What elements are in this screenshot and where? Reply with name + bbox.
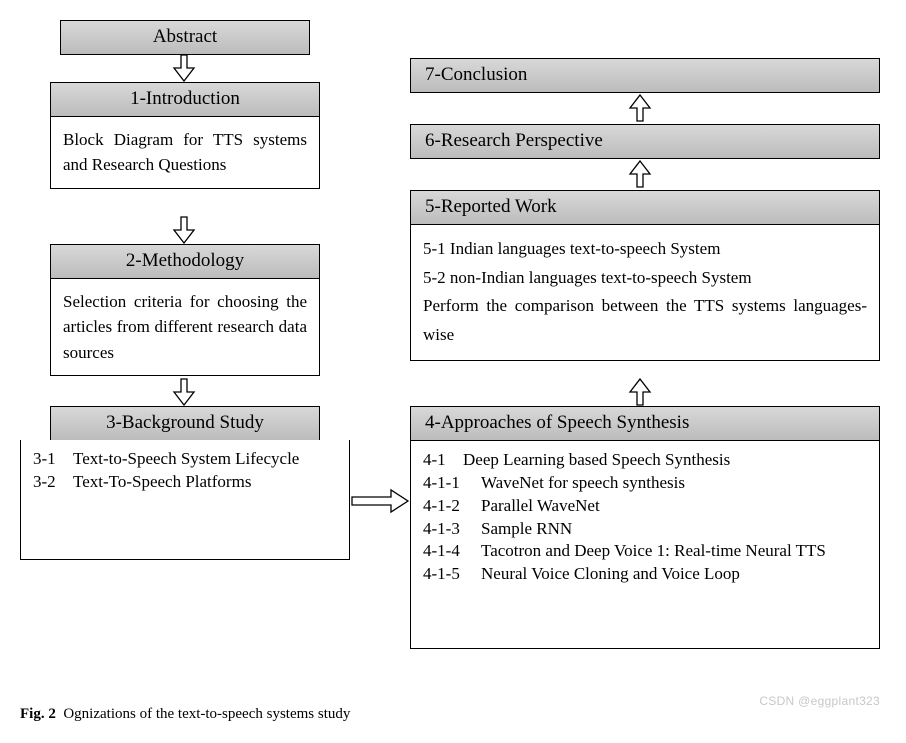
node-reported-title: 5-Reported Work — [425, 196, 557, 217]
node-abstract: Abstract — [60, 20, 310, 55]
approaches-item-5-num: 4-1-5 — [423, 563, 481, 586]
node-reported-header: 5-Reported Work — [410, 190, 880, 225]
approaches-item-3-text: Sample RNN — [481, 518, 867, 541]
arrow-up-icon — [628, 94, 652, 122]
approaches-item-0: 4-1 Deep Learning based Speech Synthesis — [423, 449, 867, 472]
node-background-body: 3-1 Text-to-Speech System Lifecycle 3-2 … — [20, 440, 350, 560]
approaches-item-2: 4-1-2 Parallel WaveNet — [423, 495, 867, 518]
approaches-item-0-text: Deep Learning based Speech Synthesis — [463, 449, 867, 472]
approaches-item-3-num: 4-1-3 — [423, 518, 481, 541]
reported-line-2: Perform the comparison between the TTS s… — [423, 292, 867, 350]
reported-line-1: 5-2 non-Indian languages text-to-speech … — [423, 264, 867, 293]
node-methodology-text: Selection criteria for choosing the arti… — [63, 292, 307, 362]
node-reported-body: 5-1 Indian languages text-to-speech Syst… — [410, 225, 880, 362]
node-conclusion-title: 7-Conclusion — [425, 64, 527, 85]
approaches-item-3: 4-1-3 Sample RNN — [423, 518, 867, 541]
node-abstract-title: Abstract — [153, 26, 217, 47]
watermark-text: CSDN @eggplant323 — [759, 694, 880, 708]
node-introduction-header: 1-Introduction — [50, 82, 320, 117]
node-methodology-header: 2-Methodology — [50, 244, 320, 279]
node-background-title: 3-Background Study — [106, 412, 264, 433]
approaches-item-2-num: 4-1-2 — [423, 495, 481, 518]
approaches-item-1: 4-1-1 WaveNet for speech synthesis — [423, 472, 867, 495]
approaches-item-5: 4-1-5 Neural Voice Cloning and Voice Loo… — [423, 563, 867, 586]
approaches-item-4-text: Tacotron and Deep Voice 1: Real-time Neu… — [481, 540, 867, 563]
node-approaches-body: 4-1 Deep Learning based Speech Synthesis… — [410, 441, 880, 649]
flowchart-diagram: Abstract 1-Introduction Block Diagram fo… — [20, 20, 886, 700]
node-introduction: 1-Introduction Block Diagram for TTS sys… — [50, 82, 320, 189]
background-item-0-text: Text-to-Speech System Lifecycle — [73, 448, 337, 471]
approaches-item-5-text: Neural Voice Cloning and Voice Loop — [481, 563, 867, 586]
node-introduction-body: Block Diagram for TTS systems and Resear… — [50, 117, 320, 189]
background-item-1-text: Text-To-Speech Platforms — [73, 471, 337, 494]
node-methodology-body: Selection criteria for choosing the arti… — [50, 279, 320, 377]
approaches-item-2-text: Parallel WaveNet — [481, 495, 867, 518]
arrow-up-icon — [628, 378, 652, 406]
background-item-0-num: 3-1 — [33, 448, 73, 471]
node-reported: 5-Reported Work 5-1 Indian languages tex… — [410, 190, 880, 361]
node-background-header: 3-Background Study — [50, 406, 320, 441]
figure-caption: Fig. 2 Ognizations of the text-to-speech… — [20, 706, 886, 723]
arrow-down-icon — [172, 54, 196, 82]
arrow-down-icon — [172, 378, 196, 406]
approaches-item-1-text: WaveNet for speech synthesis — [481, 472, 867, 495]
arrow-right-icon — [351, 488, 409, 514]
reported-line-0: 5-1 Indian languages text-to-speech Syst… — [423, 235, 867, 264]
background-item-1-num: 3-2 — [33, 471, 73, 494]
node-approaches-title: 4-Approaches of Speech Synthesis — [425, 412, 689, 433]
node-approaches: 4-Approaches of Speech Synthesis 4-1 Dee… — [410, 406, 880, 649]
approaches-item-4: 4-1-4 Tacotron and Deep Voice 1: Real-ti… — [423, 540, 867, 563]
approaches-item-1-num: 4-1-1 — [423, 472, 481, 495]
node-introduction-text: Block Diagram for TTS systems and Resear… — [63, 130, 307, 175]
node-conclusion: 7-Conclusion — [410, 58, 880, 93]
node-perspective: 6-Research Perspective — [410, 124, 880, 159]
node-methodology: 2-Methodology Selection criteria for cho… — [50, 244, 320, 376]
node-perspective-title: 6-Research Perspective — [425, 130, 603, 151]
approaches-item-0-num: 4-1 — [423, 449, 463, 472]
node-introduction-title: 1-Introduction — [130, 88, 240, 109]
arrow-up-icon — [628, 160, 652, 188]
figure-caption-label: Fig. 2 — [20, 706, 56, 722]
arrow-down-icon — [172, 216, 196, 244]
background-item-0: 3-1 Text-to-Speech System Lifecycle — [33, 448, 337, 471]
node-approaches-header: 4-Approaches of Speech Synthesis — [410, 406, 880, 441]
background-item-1: 3-2 Text-To-Speech Platforms — [33, 471, 337, 494]
approaches-item-4-num: 4-1-4 — [423, 540, 481, 563]
node-methodology-title: 2-Methodology — [126, 250, 244, 271]
figure-caption-text: Ognizations of the text-to-speech system… — [63, 706, 350, 722]
